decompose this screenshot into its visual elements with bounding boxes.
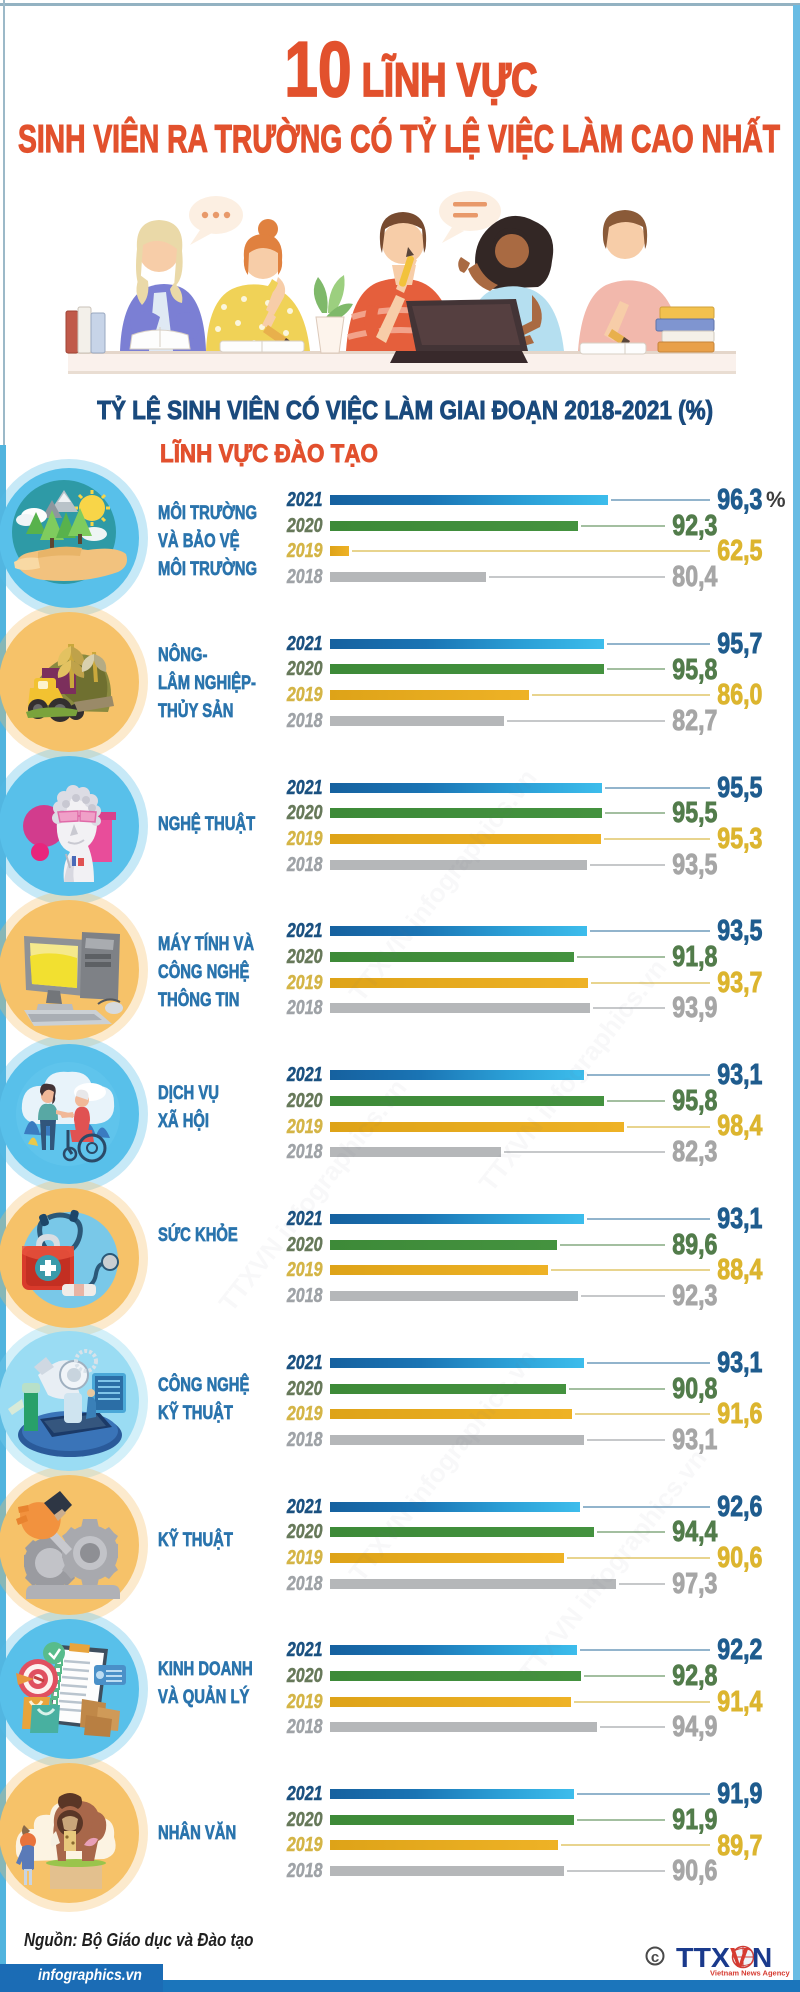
svg-text:V: V bbox=[730, 1942, 749, 1973]
svg-text:Vietnam News Agency: Vietnam News Agency bbox=[710, 1969, 790, 1978]
svg-text:N: N bbox=[752, 1942, 772, 1973]
svg-text:TTX: TTX bbox=[676, 1942, 730, 1973]
svg-text:c: c bbox=[651, 1949, 659, 1966]
